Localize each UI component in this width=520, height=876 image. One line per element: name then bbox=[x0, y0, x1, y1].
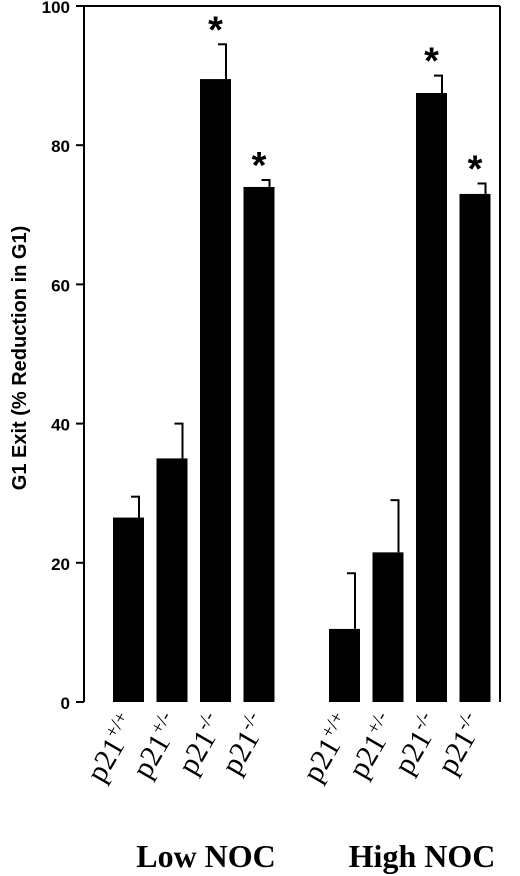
bar-1-3 bbox=[200, 79, 231, 702]
category-label-2-2: p21+/- bbox=[340, 708, 404, 784]
category-base: p21 bbox=[431, 725, 482, 780]
category-label-2-1: p21+/+ bbox=[294, 708, 360, 788]
category-label-1-2: p21+/- bbox=[124, 708, 188, 784]
bar-1-2 bbox=[156, 458, 188, 702]
y-tick-label-40: 40 bbox=[51, 416, 70, 435]
category-base: p21 bbox=[296, 732, 347, 787]
category-base: p21 bbox=[388, 725, 439, 780]
y-tick-label-20: 20 bbox=[51, 555, 70, 574]
labels: p21+/+p21+/-p21-/-p21-/-Low NOCp21+/+p21… bbox=[78, 708, 496, 874]
y-tick-label-80: 80 bbox=[51, 137, 70, 156]
category-base: p21 bbox=[80, 732, 131, 787]
significance-mark-1-3: * bbox=[208, 9, 223, 51]
category-label-1-1: p21+/+ bbox=[78, 708, 144, 788]
bar-2-3 bbox=[416, 93, 447, 702]
significance-mark-2-4: * bbox=[468, 148, 483, 190]
category-label-1-4: p21-/- bbox=[213, 708, 275, 780]
y-tick-label-0: 0 bbox=[61, 694, 70, 713]
category-label-2-4: p21-/- bbox=[429, 708, 491, 780]
bar-1-4 bbox=[243, 186, 275, 702]
y-axis-label: G1 Exit (% Reduction in G1) bbox=[9, 226, 31, 490]
category-label-2-3: p21-/- bbox=[386, 708, 448, 780]
y-tick-label-60: 60 bbox=[51, 276, 70, 295]
bar-1-1 bbox=[113, 517, 144, 702]
axes: 0 20 40 60 80 100 G1 Exit (% Reduction in G1) bbox=[9, 0, 501, 713]
y-tick-label-100: 100 bbox=[42, 0, 70, 17]
bar-2-2 bbox=[372, 552, 404, 702]
significance-mark-2-3: * bbox=[424, 41, 439, 83]
bar-2-1 bbox=[329, 628, 360, 702]
category-base: p21 bbox=[215, 725, 266, 780]
category-base: p21 bbox=[342, 728, 393, 783]
significance-mark-1-4: * bbox=[252, 145, 267, 187]
group-label-1: Low NOC bbox=[136, 838, 276, 874]
bars: * * * * bbox=[113, 9, 491, 703]
category-base: p21 bbox=[172, 725, 223, 780]
category-label-1-3: p21-/- bbox=[170, 708, 232, 780]
group-label-2: High NOC bbox=[349, 838, 496, 874]
bar-2-4 bbox=[459, 193, 491, 703]
category-base: p21 bbox=[126, 728, 177, 783]
